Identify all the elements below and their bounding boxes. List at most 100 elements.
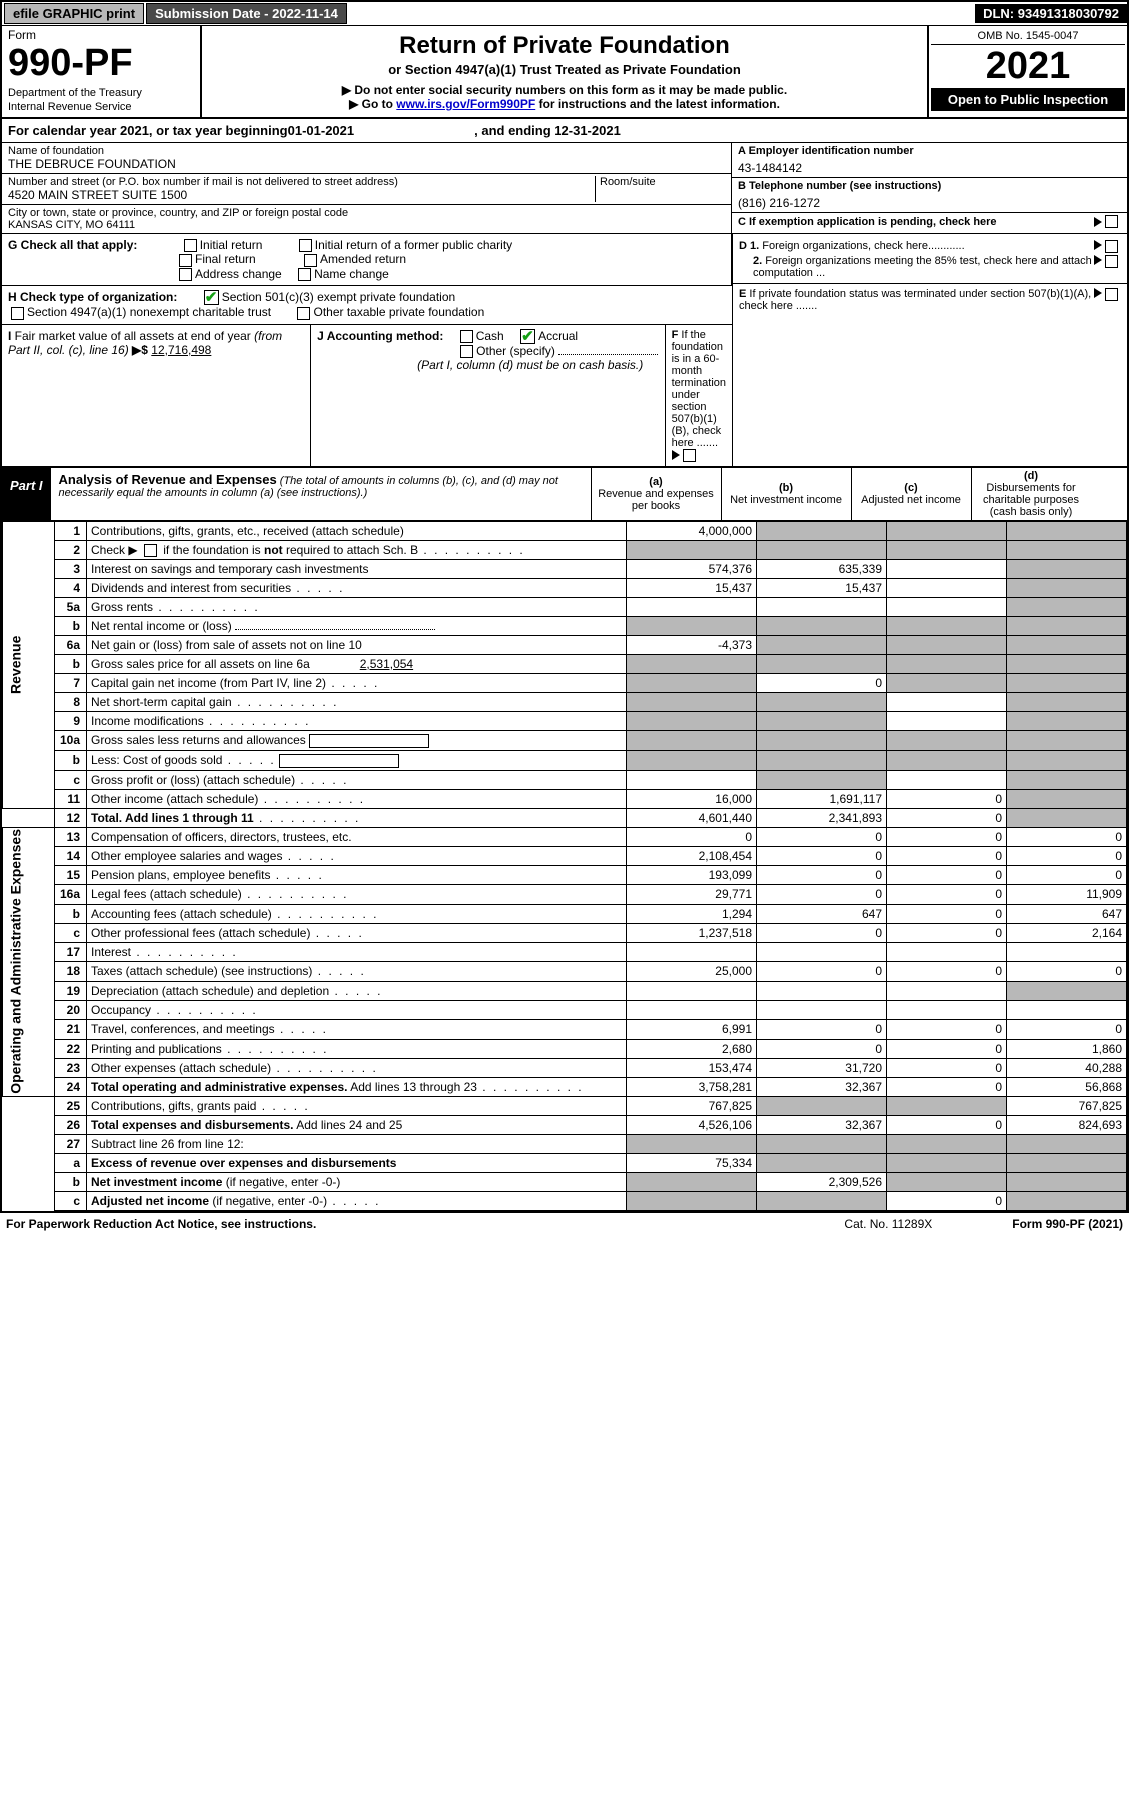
r2-post: if the foundation is not required to att… <box>160 543 418 557</box>
h-4947-checkbox[interactable] <box>11 307 24 320</box>
line-num: 7 <box>55 673 87 692</box>
line-num: 10a <box>55 730 87 750</box>
d1-checkbox[interactable] <box>1105 240 1118 253</box>
r17-d: Interest <box>91 945 131 959</box>
i-j-row: I Fair market value of all assets at end… <box>2 324 732 466</box>
part1-label: Part I <box>2 468 51 520</box>
e-checkbox[interactable] <box>1105 288 1118 301</box>
cal-mid: , and ending <box>474 123 554 138</box>
goto-line: ▶ Go to www.irs.gov/Form990PF for instru… <box>208 97 921 111</box>
line-desc: Other income (attach schedule) <box>87 789 627 808</box>
form990pf-link[interactable]: www.irs.gov/Form990PF <box>396 97 535 111</box>
j-other-checkbox[interactable] <box>460 345 473 358</box>
cell-a: 1,294 <box>627 904 757 923</box>
line-num: b <box>55 1173 87 1192</box>
r16c-d: Other professional fees (attach schedule… <box>91 926 310 940</box>
form-label: Form <box>8 28 194 42</box>
cell-b: 32,367 <box>757 1116 887 1135</box>
cell-b: 32,367 <box>757 1078 887 1097</box>
efile-print-button[interactable]: efile GRAPHIC print <box>4 3 144 24</box>
line-desc: Other employee salaries and wages <box>87 846 627 865</box>
cal-begin: 01-01-2021 <box>288 123 355 138</box>
goto-post: for instructions and the latest informat… <box>535 97 780 111</box>
r15-d: Pension plans, employee benefits <box>91 868 270 882</box>
g-initial-former: Initial return of a former public charit… <box>315 238 512 252</box>
line-num: 3 <box>55 559 87 578</box>
cell-b: 0 <box>757 1039 887 1058</box>
cell-b: 31,720 <box>757 1058 887 1077</box>
j-cash: Cash <box>476 329 504 343</box>
line-num: b <box>55 654 87 673</box>
cell-c: 0 <box>887 923 1007 942</box>
cell-a: 153,474 <box>627 1058 757 1077</box>
cell-b: 635,339 <box>757 559 887 578</box>
exemption-pending-cell: C If exemption application is pending, c… <box>732 213 1127 230</box>
col-c-text: Adjusted net income <box>856 494 967 506</box>
r9-d: Income modifications <box>91 714 204 728</box>
h-501c3-checkbox[interactable] <box>204 290 219 305</box>
line-num: 2 <box>55 540 87 559</box>
f-text: If the foundation is in a 60-month termi… <box>672 329 726 449</box>
g-amended-checkbox[interactable] <box>304 254 317 267</box>
dln: DLN: 93491318030792 <box>975 4 1127 23</box>
line-num: c <box>55 923 87 942</box>
line-desc: Travel, conferences, and meetings <box>87 1020 627 1039</box>
cell-b: 2,341,893 <box>757 808 887 827</box>
cell-a: 767,825 <box>627 1097 757 1116</box>
d1-text: Foreign organizations, check here.......… <box>762 240 964 252</box>
c-checkbox[interactable] <box>1105 215 1118 228</box>
line-desc: Total. Add lines 1 through 11 <box>87 808 627 827</box>
g-name: Name change <box>314 267 389 281</box>
line-desc: Net gain or (loss) from sale of assets n… <box>87 635 627 654</box>
line-num: 21 <box>55 1020 87 1039</box>
line-desc: Occupancy <box>87 1001 627 1020</box>
line-num: 16a <box>55 885 87 904</box>
h-other-checkbox[interactable] <box>297 307 310 320</box>
cell-d: 0 <box>1007 846 1127 865</box>
line-num: 22 <box>55 1039 87 1058</box>
line-desc: Depreciation (attach schedule) and deple… <box>87 981 627 1000</box>
line-num: b <box>55 904 87 923</box>
phone-cell: B Telephone number (see instructions) (8… <box>732 178 1127 213</box>
cell-b: 0 <box>757 962 887 981</box>
f-checkbox[interactable] <box>683 449 696 462</box>
city-label: City or town, state or province, country… <box>8 207 725 219</box>
irs-label: Internal Revenue Service <box>8 101 194 113</box>
line-desc: Check ▶ if the foundation is not require… <box>87 540 627 559</box>
part1-title: Analysis of Revenue and Expenses <box>59 472 277 487</box>
j-accrual-checkbox[interactable] <box>520 329 535 344</box>
col-c-header: (c) Adjusted net income <box>851 468 971 520</box>
cell-c: 0 <box>887 904 1007 923</box>
g-final-checkbox[interactable] <box>179 254 192 267</box>
line-desc: Other expenses (attach schedule) <box>87 1058 627 1077</box>
r6b-val: 2,531,054 <box>313 657 413 671</box>
g-address-checkbox[interactable] <box>179 268 192 281</box>
r10c-d: Gross profit or (loss) (attach schedule) <box>91 773 295 787</box>
goto-pre: ▶ Go to <box>349 97 396 111</box>
g-name-checkbox[interactable] <box>298 268 311 281</box>
arrow-icon <box>1094 255 1102 265</box>
cell-d: 0 <box>1007 1020 1127 1039</box>
line-desc: Pension plans, employee benefits <box>87 866 627 885</box>
cell-c: 0 <box>887 1192 1007 1211</box>
line-desc: Dividends and interest from securities <box>87 578 627 597</box>
arrow-icon <box>1094 240 1102 250</box>
city-value: KANSAS CITY, MO 64111 <box>8 219 725 231</box>
g-initial-former-checkbox[interactable] <box>299 239 312 252</box>
line-num: 4 <box>55 578 87 597</box>
j-cash-checkbox[interactable] <box>460 330 473 343</box>
line-num: 19 <box>55 981 87 1000</box>
r19-d: Depreciation (attach schedule) and deple… <box>91 984 329 998</box>
line-desc: Gross rents <box>87 597 627 616</box>
d2-checkbox[interactable] <box>1105 255 1118 268</box>
form-container: efile GRAPHIC print Submission Date - 20… <box>0 0 1129 1213</box>
r7-d: Capital gain net income (from Part IV, l… <box>91 676 326 690</box>
schb-checkbox[interactable] <box>144 544 157 557</box>
g-initial-checkbox[interactable] <box>184 239 197 252</box>
r23-d: Other expenses (attach schedule) <box>91 1061 271 1075</box>
g-amended: Amended return <box>320 252 406 266</box>
expenses-label: Operating and Administrative Expenses <box>3 827 55 1097</box>
r21-d: Travel, conferences, and meetings <box>91 1022 275 1036</box>
line-num: 11 <box>55 789 87 808</box>
part1-header: Part I Analysis of Revenue and Expenses … <box>2 466 1127 521</box>
